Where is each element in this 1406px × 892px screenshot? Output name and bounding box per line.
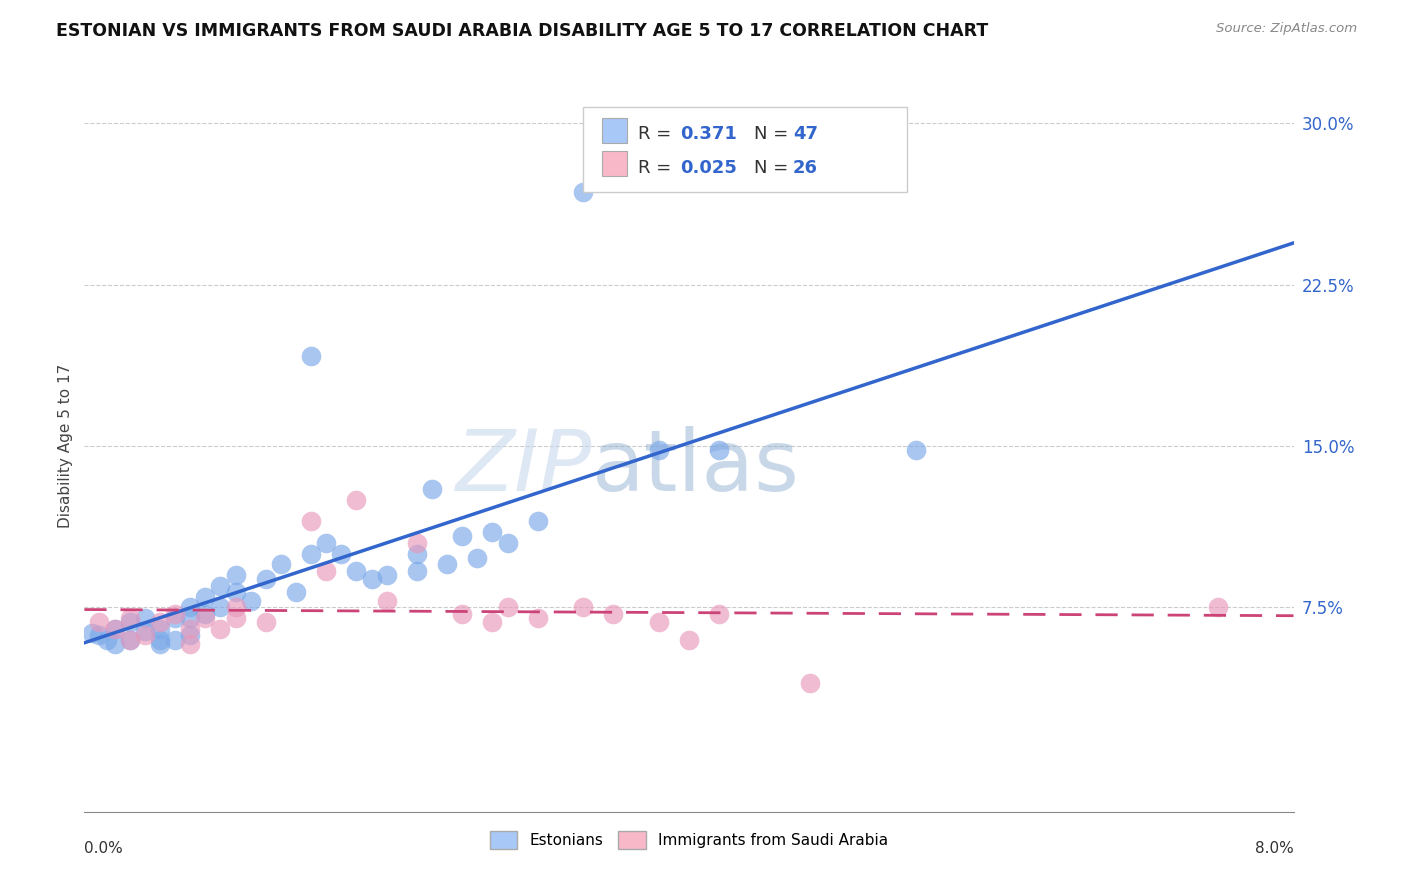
Point bbox=[149, 615, 172, 630]
Point bbox=[270, 558, 292, 572]
Point bbox=[118, 632, 141, 647]
Point bbox=[134, 628, 156, 642]
Text: R =: R = bbox=[638, 159, 678, 177]
Text: 0.025: 0.025 bbox=[681, 159, 737, 177]
Point bbox=[194, 611, 217, 625]
Point bbox=[118, 615, 141, 630]
Point bbox=[1206, 600, 1229, 615]
Point bbox=[209, 622, 232, 636]
Point bbox=[299, 514, 322, 528]
Point bbox=[904, 443, 927, 458]
Point bbox=[96, 632, 118, 647]
Y-axis label: Disability Age 5 to 17: Disability Age 5 to 17 bbox=[58, 364, 73, 528]
Text: atlas: atlas bbox=[592, 426, 800, 509]
Point bbox=[299, 547, 322, 561]
Text: 0.371: 0.371 bbox=[681, 125, 737, 143]
Point bbox=[239, 594, 262, 608]
Point bbox=[118, 611, 141, 625]
Point bbox=[709, 607, 731, 621]
Point bbox=[194, 590, 217, 604]
Point bbox=[80, 626, 103, 640]
Point bbox=[451, 529, 474, 543]
Point bbox=[254, 573, 277, 587]
Point bbox=[572, 185, 595, 199]
Text: Source: ZipAtlas.com: Source: ZipAtlas.com bbox=[1216, 22, 1357, 36]
Text: ZIP: ZIP bbox=[456, 426, 592, 509]
Point bbox=[451, 607, 474, 621]
Point bbox=[496, 536, 519, 550]
Point bbox=[134, 611, 156, 625]
Point bbox=[406, 564, 429, 578]
Point bbox=[467, 550, 489, 565]
Point bbox=[104, 637, 127, 651]
Text: ESTONIAN VS IMMIGRANTS FROM SAUDI ARABIA DISABILITY AGE 5 TO 17 CORRELATION CHAR: ESTONIAN VS IMMIGRANTS FROM SAUDI ARABIA… bbox=[56, 22, 988, 40]
Point bbox=[330, 547, 353, 561]
Point bbox=[496, 600, 519, 615]
Point bbox=[118, 632, 141, 647]
Point bbox=[179, 611, 201, 625]
Point bbox=[225, 600, 247, 615]
Point bbox=[194, 607, 217, 621]
Point bbox=[527, 514, 550, 528]
Point bbox=[375, 594, 398, 608]
Point bbox=[209, 600, 232, 615]
Point bbox=[315, 536, 337, 550]
Point bbox=[149, 632, 172, 647]
Point bbox=[89, 628, 111, 642]
Point bbox=[104, 622, 127, 636]
Point bbox=[709, 443, 731, 458]
Point bbox=[209, 579, 232, 593]
Point bbox=[179, 622, 201, 636]
Point bbox=[799, 675, 821, 690]
Point bbox=[527, 611, 550, 625]
Text: 0.0%: 0.0% bbox=[84, 841, 124, 856]
Point bbox=[346, 564, 368, 578]
Text: 26: 26 bbox=[793, 159, 818, 177]
Point bbox=[165, 611, 187, 625]
Point bbox=[648, 443, 671, 458]
Point bbox=[420, 482, 443, 496]
Point bbox=[179, 600, 201, 615]
Point bbox=[346, 492, 368, 507]
Point bbox=[299, 349, 322, 363]
Point bbox=[149, 622, 172, 636]
Point bbox=[481, 524, 503, 539]
Point bbox=[89, 615, 111, 630]
Point bbox=[225, 611, 247, 625]
Point bbox=[179, 628, 201, 642]
Point bbox=[406, 536, 429, 550]
Legend: Estonians, Immigrants from Saudi Arabia: Estonians, Immigrants from Saudi Arabia bbox=[484, 824, 894, 855]
Point bbox=[149, 637, 172, 651]
Point bbox=[572, 600, 595, 615]
Point bbox=[254, 615, 277, 630]
Text: N =: N = bbox=[754, 125, 793, 143]
Text: 47: 47 bbox=[793, 125, 818, 143]
Point bbox=[165, 607, 187, 621]
Point bbox=[678, 632, 700, 647]
Point bbox=[406, 547, 429, 561]
Point bbox=[375, 568, 398, 582]
Point bbox=[225, 568, 247, 582]
Point bbox=[165, 632, 187, 647]
Text: 8.0%: 8.0% bbox=[1254, 841, 1294, 856]
Point bbox=[315, 564, 337, 578]
Point bbox=[285, 585, 308, 599]
Point bbox=[602, 607, 624, 621]
Point bbox=[481, 615, 503, 630]
Point bbox=[648, 615, 671, 630]
Text: N =: N = bbox=[754, 159, 793, 177]
Point bbox=[436, 558, 458, 572]
Point bbox=[360, 573, 382, 587]
Point bbox=[225, 585, 247, 599]
Point bbox=[179, 637, 201, 651]
Point bbox=[134, 624, 156, 638]
Text: R =: R = bbox=[638, 125, 678, 143]
Point bbox=[104, 622, 127, 636]
